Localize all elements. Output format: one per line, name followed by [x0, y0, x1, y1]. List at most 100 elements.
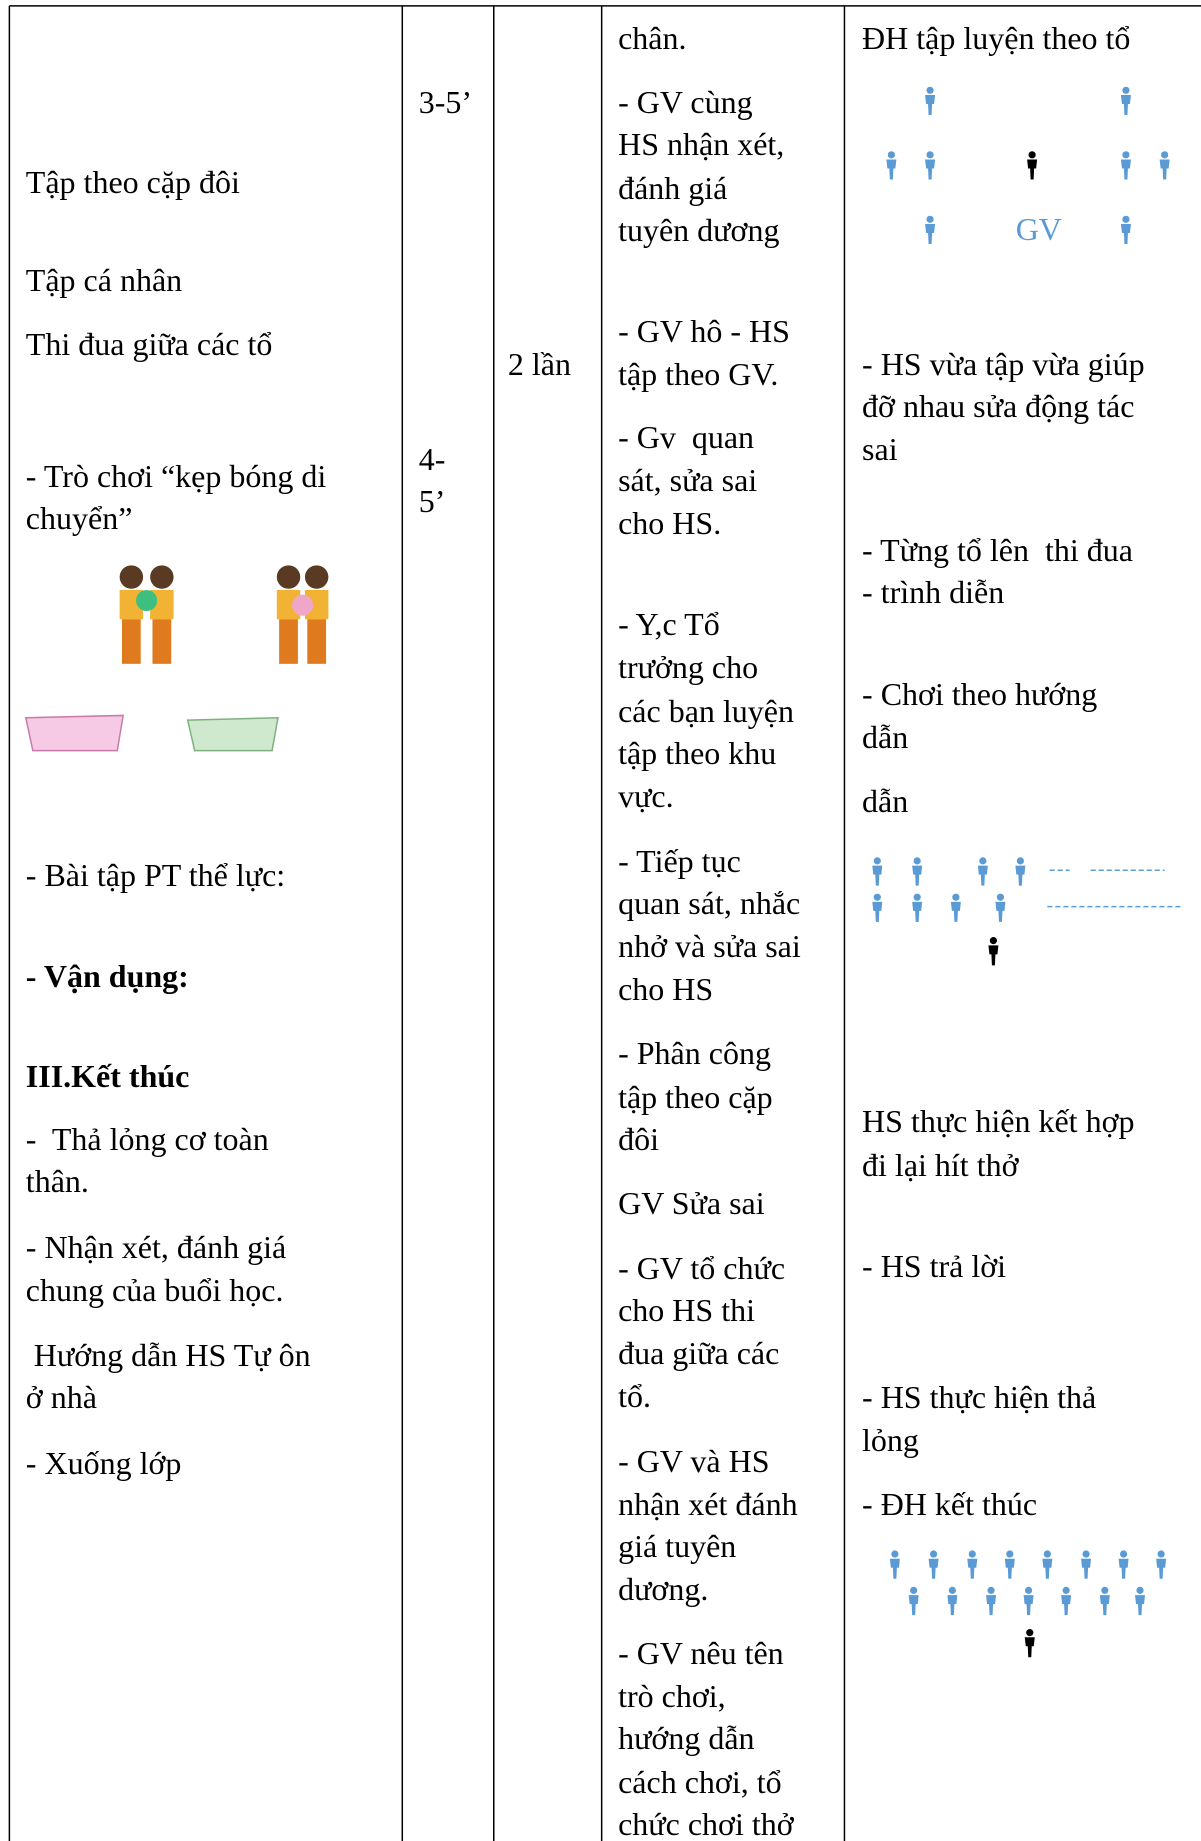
icon-body: [872, 865, 883, 886]
person-icon: [988, 937, 999, 966]
icon-head: [913, 857, 921, 865]
icon-head: [1122, 151, 1130, 159]
icon-body: [1120, 95, 1131, 116]
cell-text: dẫn: [862, 718, 909, 755]
icon-body: [1120, 159, 1131, 180]
icon-body: [908, 1595, 919, 1616]
cell-text: trò chơi,: [618, 1677, 726, 1714]
icon-head: [891, 1550, 899, 1558]
cell-text: - GV tổ chức: [618, 1249, 786, 1286]
cell-text: chân.: [618, 19, 687, 56]
cell-text: chung của buổi học.: [25, 1272, 284, 1309]
cell-text: 5’: [418, 482, 446, 519]
cell-text: - GV và HS: [618, 1443, 770, 1480]
icon-body: [1024, 1637, 1035, 1658]
cell-text: 3-5’: [418, 84, 473, 121]
cell-text: đua giữa các: [618, 1335, 780, 1372]
cell-text: tập theo khu: [618, 734, 777, 771]
child-figure: [276, 565, 301, 664]
icon-body: [995, 901, 1006, 922]
cell-text: - Xuống lớp: [25, 1444, 182, 1481]
icon-body: [1004, 1558, 1015, 1579]
cell-text: - Chơi theo hướng: [862, 676, 1098, 713]
cell-text: tổ.: [618, 1377, 651, 1414]
cell-text: cho HS: [618, 970, 714, 1007]
person-icon: [947, 1586, 958, 1616]
cell-text: - Bài tập PT thể lực:: [25, 856, 286, 893]
icon-head: [952, 893, 960, 901]
person-icon: [1061, 1586, 1072, 1616]
cell-text: - GV cùng: [618, 84, 753, 121]
icon-body: [1023, 1595, 1034, 1616]
cell-text: - HS thực hiện thả: [862, 1378, 1097, 1415]
icon-head: [948, 1586, 956, 1594]
cell-text: đánh giá: [618, 169, 728, 206]
child-figure: [119, 565, 144, 664]
icon-head: [913, 893, 921, 901]
icon-body: [1027, 159, 1038, 180]
cell-text: cho HS.: [618, 505, 722, 542]
icon-body: [1061, 1595, 1072, 1616]
icon-head: [929, 1550, 938, 1558]
person-icon: [1159, 151, 1170, 180]
icon-body: [950, 901, 961, 922]
cell-text: - Từng tổ lên thi đua: [862, 532, 1133, 569]
icon-head: [873, 893, 881, 901]
cell-text: nhở và sửa sai: [618, 928, 801, 965]
icon-head: [1157, 1550, 1165, 1558]
icon-head: [1161, 151, 1169, 159]
ball: [292, 594, 314, 616]
icon-head: [887, 151, 895, 159]
cell-text: - Nhận xét, đánh giá: [25, 1228, 287, 1265]
person-icon: [886, 151, 897, 180]
cell-text: cho HS thi: [618, 1292, 755, 1329]
person-icon: [928, 1550, 939, 1579]
icon-body: [977, 865, 988, 886]
person-icon: [995, 893, 1006, 922]
person-icon: [908, 1586, 919, 1616]
icon-body: [1159, 159, 1170, 180]
cell-text: - Y,c Tổ: [618, 605, 720, 642]
cell-text: - HS vừa tập vừa giúp: [862, 345, 1145, 382]
cell-text: chuyển”: [25, 500, 133, 537]
icon-body: [1042, 1558, 1053, 1579]
person-icon: [889, 1550, 900, 1579]
cell-text: - GV hô - HS: [618, 312, 790, 349]
child-legs: [152, 619, 172, 664]
child-shirt: [304, 589, 329, 620]
cell-text: ở nhà: [25, 1378, 97, 1415]
person-icon: [1004, 1550, 1015, 1579]
child-head: [150, 565, 174, 589]
icon-head: [1119, 1550, 1128, 1558]
icon-body: [1099, 1595, 1110, 1616]
cell-text: chức chơi thở: [618, 1805, 794, 1841]
cell-text: - Thả lỏng cơ toàn: [25, 1120, 269, 1157]
cell-text: dẫn: [862, 783, 909, 820]
person-icon: [872, 857, 883, 886]
icon-body: [872, 901, 883, 922]
child-head: [304, 565, 329, 589]
person-icon: [925, 151, 936, 180]
icon-body: [1118, 1558, 1129, 1579]
person-icon: [925, 86, 936, 116]
icon-body: [925, 159, 936, 180]
person-icon: [977, 857, 988, 886]
cell-text: - GV nêu tên: [618, 1634, 784, 1671]
icon-head: [926, 151, 934, 159]
icon-head: [996, 893, 1005, 901]
icon-head: [1122, 215, 1130, 223]
cell-text: dương.: [618, 1571, 709, 1608]
person-icon: [1023, 1586, 1034, 1616]
cell-text: nhận xét đánh: [618, 1485, 798, 1522]
cell-text: 2 lần: [507, 345, 571, 382]
icon-head: [1006, 1550, 1014, 1558]
person-icon: [912, 893, 923, 922]
icon-head: [926, 86, 934, 94]
icon-head: [1024, 1586, 1033, 1594]
cell-text: tập theo cặp: [618, 1078, 773, 1115]
cell-text: - HS trả lời: [862, 1247, 1007, 1284]
cell-text: sát, sửa sai: [618, 461, 758, 498]
child-head: [276, 565, 301, 589]
cell-text: ĐH tập luyện theo tổ: [862, 19, 1131, 56]
